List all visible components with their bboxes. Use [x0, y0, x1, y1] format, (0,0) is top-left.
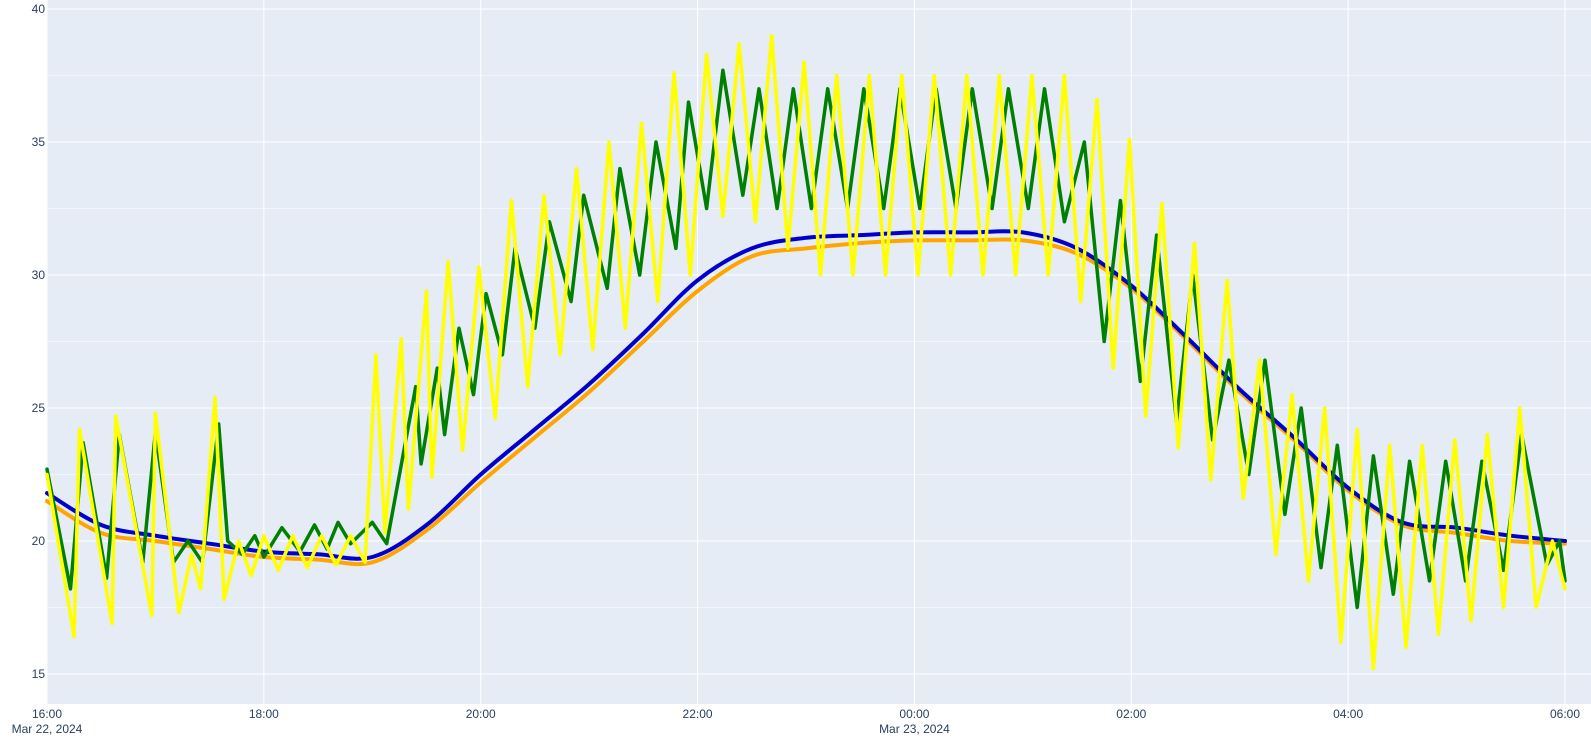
y-tick-label: 20	[32, 534, 46, 548]
x-tick-label: 00:00	[899, 707, 929, 721]
y-tick-label: 15	[32, 667, 46, 681]
x-tick-date-label: Mar 22, 2024	[12, 722, 83, 736]
x-tick-label: 04:00	[1333, 707, 1363, 721]
x-tick-label: 16:00	[32, 707, 62, 721]
x-tick-label: 20:00	[466, 707, 496, 721]
series-lines	[45, 33, 1567, 671]
x-tick-label: 22:00	[683, 707, 713, 721]
x-tick-label: 18:00	[249, 707, 279, 721]
series-line-4	[45, 33, 1567, 671]
x-tick-label: 06:00	[1550, 707, 1580, 721]
x-tick-label: 02:00	[1116, 707, 1146, 721]
y-tick-label: 40	[32, 2, 46, 16]
series-line-3	[45, 68, 1567, 610]
x-tick-date-label: Mar 23, 2024	[879, 722, 950, 736]
plot-background	[47, 0, 1591, 704]
y-tick-label: 30	[32, 268, 46, 282]
y-tick-label: 25	[32, 401, 46, 415]
y-tick-label: 35	[32, 135, 46, 149]
